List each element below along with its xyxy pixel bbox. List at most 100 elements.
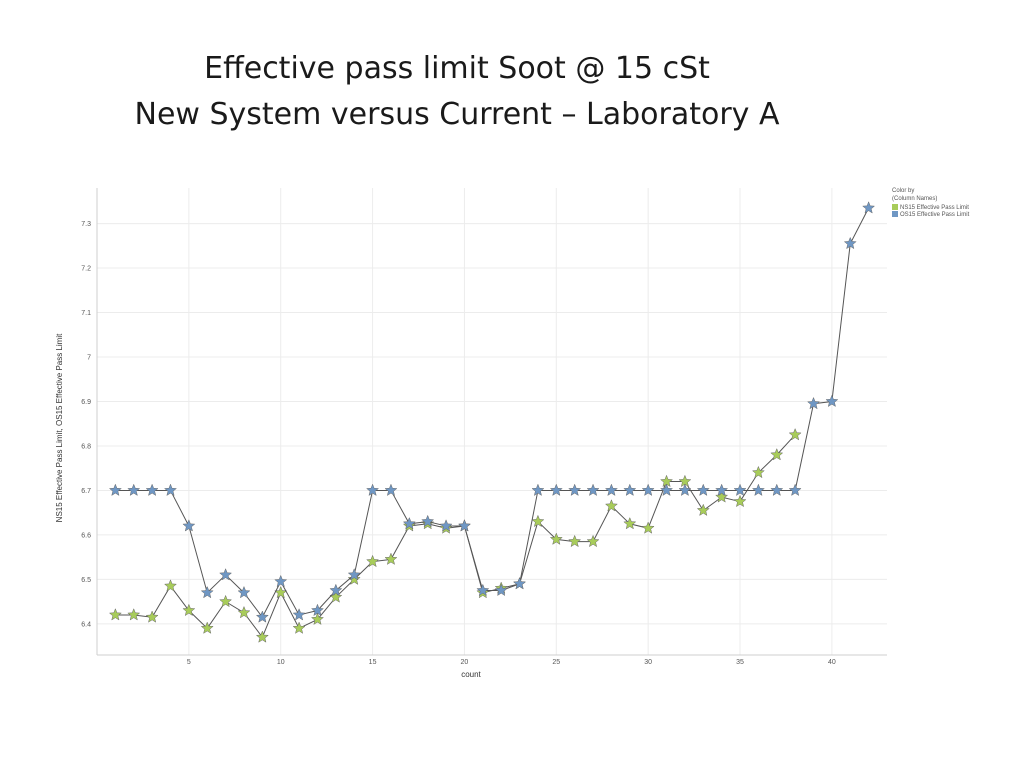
data-point-os15 — [678, 483, 692, 497]
data-point-ns15 — [623, 516, 637, 530]
y-tick-label: 7.3 — [81, 221, 91, 228]
data-point-os15 — [641, 483, 655, 496]
series-line-ns15 — [115, 434, 796, 639]
x-tick-label: 10 — [277, 659, 285, 666]
legend-label-os15: OS15 Effective Pass Limit — [900, 212, 970, 218]
chart-title-line-2: New System versus Current – Laboratory A — [134, 97, 780, 132]
data-point-ns15 — [219, 594, 233, 608]
data-point-ns15 — [770, 447, 784, 461]
x-axis-label: count — [461, 670, 481, 679]
data-point-os15 — [531, 483, 545, 496]
chart-title: Effective pass limit Soot @ 15 cSt New S… — [0, 46, 914, 138]
y-tick-label: 7.2 — [81, 266, 91, 273]
x-tick-label: 25 — [552, 659, 560, 666]
legend-swatch-ns15 — [892, 204, 898, 210]
data-point-ns15 — [292, 621, 306, 634]
data-point-ns15 — [163, 579, 178, 592]
data-point-ns15 — [586, 534, 600, 548]
data-point-os15 — [494, 583, 508, 597]
series-os15 — [108, 201, 876, 623]
data-point-os15 — [384, 483, 398, 497]
data-point-ns15 — [182, 603, 196, 617]
data-point-os15 — [402, 516, 416, 530]
axes — [96, 188, 887, 656]
data-point-os15 — [862, 201, 876, 214]
x-tick-label: 35 — [736, 659, 744, 666]
legend-swatch-os15 — [892, 211, 898, 217]
data-point-os15 — [182, 519, 196, 532]
data-point-os15 — [751, 483, 765, 497]
y-tick-label: 6.4 — [81, 621, 91, 628]
grid-lines — [97, 188, 887, 655]
data-point-os15 — [219, 568, 233, 581]
data-point-ns15 — [366, 554, 380, 568]
data-point-os15 — [715, 483, 729, 496]
data-point-ns15 — [310, 612, 325, 625]
y-tick-label: 7 — [87, 355, 91, 362]
legend-title-line-2: (Column Names) — [892, 196, 937, 202]
data-point-ns15 — [604, 499, 618, 512]
x-tick-label: 5 — [187, 659, 191, 666]
series-ns15 — [108, 427, 802, 643]
data-point-ns15 — [733, 494, 747, 508]
y-tick-label: 6.7 — [81, 488, 91, 495]
data-point-os15 — [347, 568, 361, 581]
data-point-os15 — [457, 519, 471, 532]
x-tick-label: 30 — [644, 659, 652, 666]
data-point-os15 — [623, 483, 637, 496]
data-point-ns15 — [255, 630, 269, 643]
data-point-ns15 — [696, 503, 710, 517]
data-point-ns15 — [715, 490, 729, 503]
legend: Color by (Column Names) NS15 Effective P… — [892, 188, 970, 218]
data-point-ns15 — [200, 621, 214, 634]
data-point-ns15 — [108, 608, 122, 621]
x-tick-labels: 5 10 15 20 25 30 35 40 — [187, 659, 836, 666]
data-point-ns15 — [549, 532, 563, 545]
data-point-os15 — [843, 236, 857, 250]
data-point-os15 — [770, 483, 784, 496]
data-point-os15 — [274, 574, 288, 588]
data-point-os15 — [163, 483, 178, 496]
data-point-os15 — [476, 583, 490, 597]
y-tick-labels: 6.4 6.5 6.6 6.7 6.8 6.9 7 7.1 7.2 7.3 — [81, 221, 91, 628]
y-tick-label: 6.8 — [81, 443, 91, 450]
chart-title-line-1: Effective pass limit Soot @ 15 cSt — [204, 51, 710, 86]
data-point-ns15 — [237, 605, 251, 619]
data-point-os15 — [108, 483, 122, 496]
data-point-os15 — [127, 483, 141, 497]
data-point-os15 — [696, 483, 710, 496]
data-point-ns15 — [751, 465, 765, 479]
legend-title-line-1: Color by — [892, 188, 914, 194]
x-tick-label: 40 — [828, 659, 836, 666]
data-point-os15 — [513, 576, 527, 590]
data-point-os15 — [292, 608, 306, 621]
legend-label-ns15: NS15 Effective Pass Limit — [900, 205, 969, 211]
y-tick-label: 6.6 — [81, 532, 91, 539]
data-point-os15 — [604, 483, 618, 496]
data-point-os15 — [329, 583, 343, 597]
data-point-os15 — [200, 585, 214, 599]
data-point-os15 — [568, 483, 582, 497]
data-point-os15 — [366, 483, 380, 496]
y-axis-label: NS15 Effective Pass Limit, OS15 Effectiv… — [55, 333, 64, 522]
series-line-os15 — [115, 207, 870, 619]
data-point-os15 — [549, 483, 563, 496]
data-point-ns15 — [347, 572, 361, 585]
data-point-os15 — [255, 610, 269, 623]
data-point-os15 — [310, 603, 325, 617]
data-point-os15 — [788, 483, 802, 496]
series-group — [108, 201, 876, 643]
data-point-ns15 — [641, 521, 655, 534]
data-point-ns15 — [531, 514, 545, 528]
data-point-os15 — [237, 585, 251, 599]
data-point-os15 — [733, 483, 747, 497]
data-point-os15 — [806, 396, 821, 410]
x-tick-label: 15 — [369, 659, 377, 666]
data-point-ns15 — [145, 610, 159, 623]
y-tick-label: 6.5 — [81, 577, 91, 584]
data-point-os15 — [586, 483, 600, 497]
data-point-ns15 — [127, 608, 141, 621]
data-point-os15 — [439, 519, 453, 532]
data-point-os15 — [825, 394, 839, 408]
